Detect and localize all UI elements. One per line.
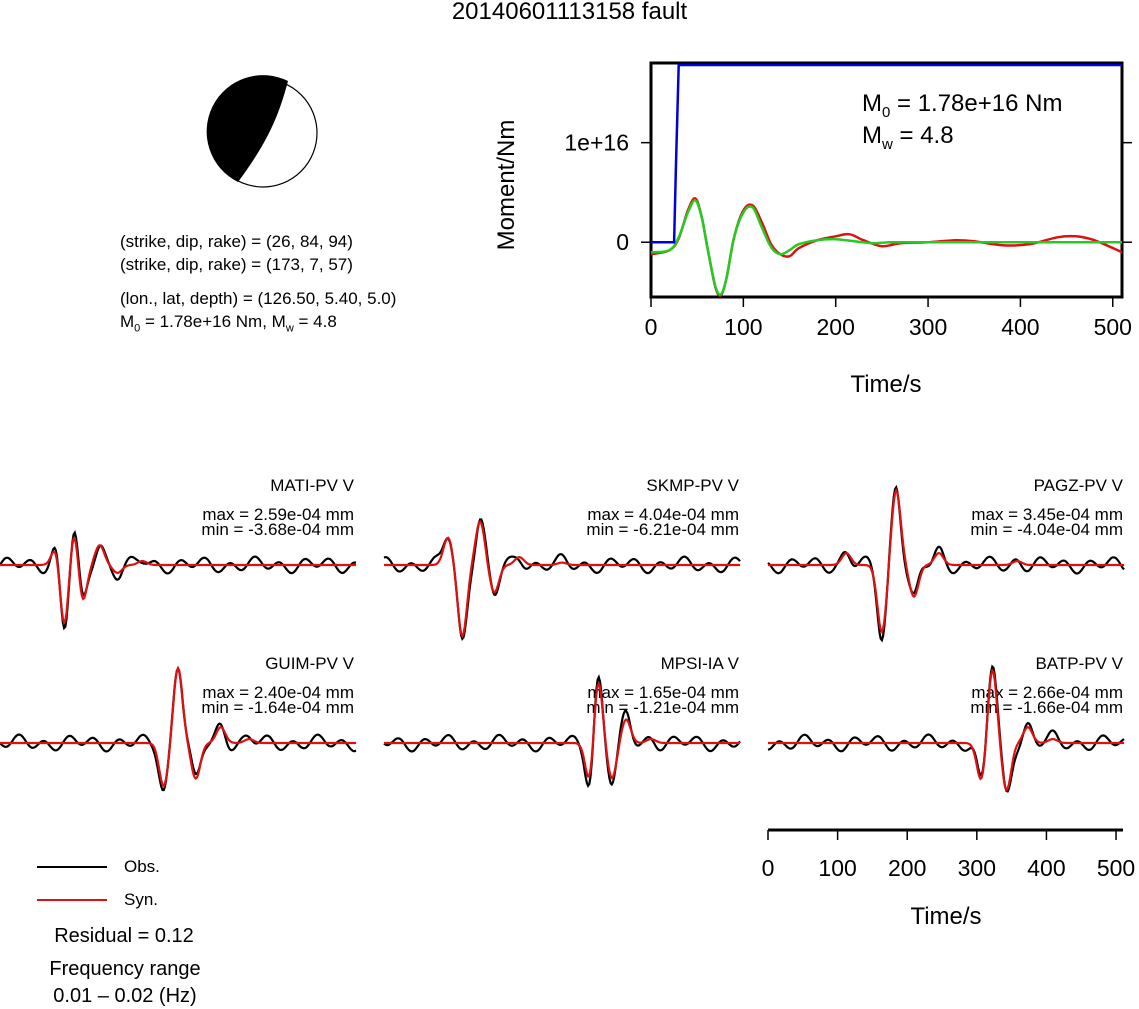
time-axis-ticks: 0 100 200 300 400 500 xyxy=(762,830,1135,881)
time-tick-label: 400 xyxy=(1027,855,1065,881)
beachball-compression xyxy=(206,75,288,182)
time-axis: 0 100 200 300 400 500 Time/s xyxy=(762,828,1135,930)
moment-series xyxy=(650,63,1123,297)
moment-curve xyxy=(651,63,1122,244)
beachball-icon xyxy=(206,75,318,188)
station-min-label: min = -1.64e-04 mm xyxy=(201,698,354,717)
legend-syn-label: Syn. xyxy=(124,890,159,909)
frequency-label: Frequency range xyxy=(49,958,201,980)
moment-xlabel: Time/s xyxy=(850,371,921,398)
nodal-plane-1: (strike, dip, rake) = (26, 84, 94) xyxy=(120,232,353,251)
station-min-label: min = -4.04e-04 mm xyxy=(970,520,1123,539)
moment-m0-annotation: M0 = 1.78e+16 Nm xyxy=(862,90,1062,121)
moment-xtick-label: 300 xyxy=(909,314,947,340)
time-tick-label: 200 xyxy=(888,855,926,881)
moment-ytick-label: 1e+16 xyxy=(564,130,629,156)
synthetic-moment-rate-curve xyxy=(650,197,1123,297)
moment-summary: M0 = 1.78e+16 Nm, Mw = 4.8 xyxy=(120,312,337,335)
station-max-label: max = 3.45e-04 mm xyxy=(971,505,1123,524)
station-name-label: SKMP-PV V xyxy=(646,476,739,495)
station-name-label: MATI-PV V xyxy=(270,476,354,495)
residual-value: Residual = 0.12 xyxy=(54,925,194,947)
time-tick-label: 500 xyxy=(1097,855,1135,881)
synthetic-trace-4 xyxy=(384,680,740,780)
moment-xtick-label: 0 xyxy=(645,314,658,340)
time-tick-label: 100 xyxy=(818,855,856,881)
observed-trace-0 xyxy=(0,530,357,631)
station-min-label: min = -6.21e-04 mm xyxy=(586,520,739,539)
station-name-label: MPSI-IA V xyxy=(660,654,739,673)
time-tick-label: 300 xyxy=(958,855,996,881)
station-max-label: max = 2.40e-04 mm xyxy=(202,683,354,702)
station-name-label: GUIM-PV V xyxy=(265,654,354,673)
synthetic-trace-2 xyxy=(768,487,1124,635)
observed-trace-5 xyxy=(767,664,1125,793)
waveform-panel xyxy=(0,484,1125,793)
location-depth: (lon., lat, depth) = (126.50, 5.40, 5.0) xyxy=(120,289,397,308)
moment-ytick-label: 0 xyxy=(616,229,629,255)
station-max-label: max = 1.65e-04 mm xyxy=(587,683,739,702)
moment-axis-ticks: 0 100 200 300 400 500 1e+16 0 xyxy=(564,130,1132,340)
page-title: 20140601113158 fault xyxy=(451,0,688,25)
nodal-plane-2: (strike, dip, rake) = (173, 7, 57) xyxy=(120,255,353,274)
moment-xtick-label: 100 xyxy=(724,314,762,340)
moment-xtick-label: 400 xyxy=(1001,314,1039,340)
moment-xtick-label: 200 xyxy=(817,314,855,340)
moment-plot-frame xyxy=(649,61,1124,299)
synthetic-trace-0 xyxy=(0,537,356,626)
synthetic-trace-3 xyxy=(0,665,356,788)
station-max-label: max = 2.59e-04 mm xyxy=(202,505,354,524)
station-max-label: max = 2.66e-04 mm xyxy=(971,683,1123,702)
station-max-label: max = 4.04e-04 mm xyxy=(587,505,739,524)
moment-ylabel: Moment/Nm xyxy=(493,120,520,251)
station-min-label: min = -1.66e-04 mm xyxy=(970,698,1123,717)
station-min-label: min = -3.68e-04 mm xyxy=(201,520,354,539)
observed-trace-2 xyxy=(767,484,1125,643)
synthetic-trace-5 xyxy=(768,668,1124,792)
observed-trace-1 xyxy=(383,518,741,642)
synthetic-trace-1 xyxy=(384,520,740,639)
station-name-label: PAGZ-PV V xyxy=(1033,476,1123,495)
moment-xtick-label: 500 xyxy=(1094,314,1132,340)
moment-mw-annotation: Mw = 4.8 xyxy=(862,122,954,153)
legend-obs-label: Obs. xyxy=(124,857,160,876)
frequency-value: 0.01 – 0.02 (Hz) xyxy=(53,985,197,1007)
observed-trace-4 xyxy=(383,674,741,789)
time-tick-label: 0 xyxy=(762,855,775,881)
time-axis-label: Time/s xyxy=(910,903,981,930)
legend-obs-line xyxy=(37,866,107,868)
station-name-label: BATP-PV V xyxy=(1035,654,1123,673)
observed-trace-3 xyxy=(0,665,357,792)
legend-syn-line xyxy=(37,899,107,901)
moment-rate-curve xyxy=(650,199,1122,296)
